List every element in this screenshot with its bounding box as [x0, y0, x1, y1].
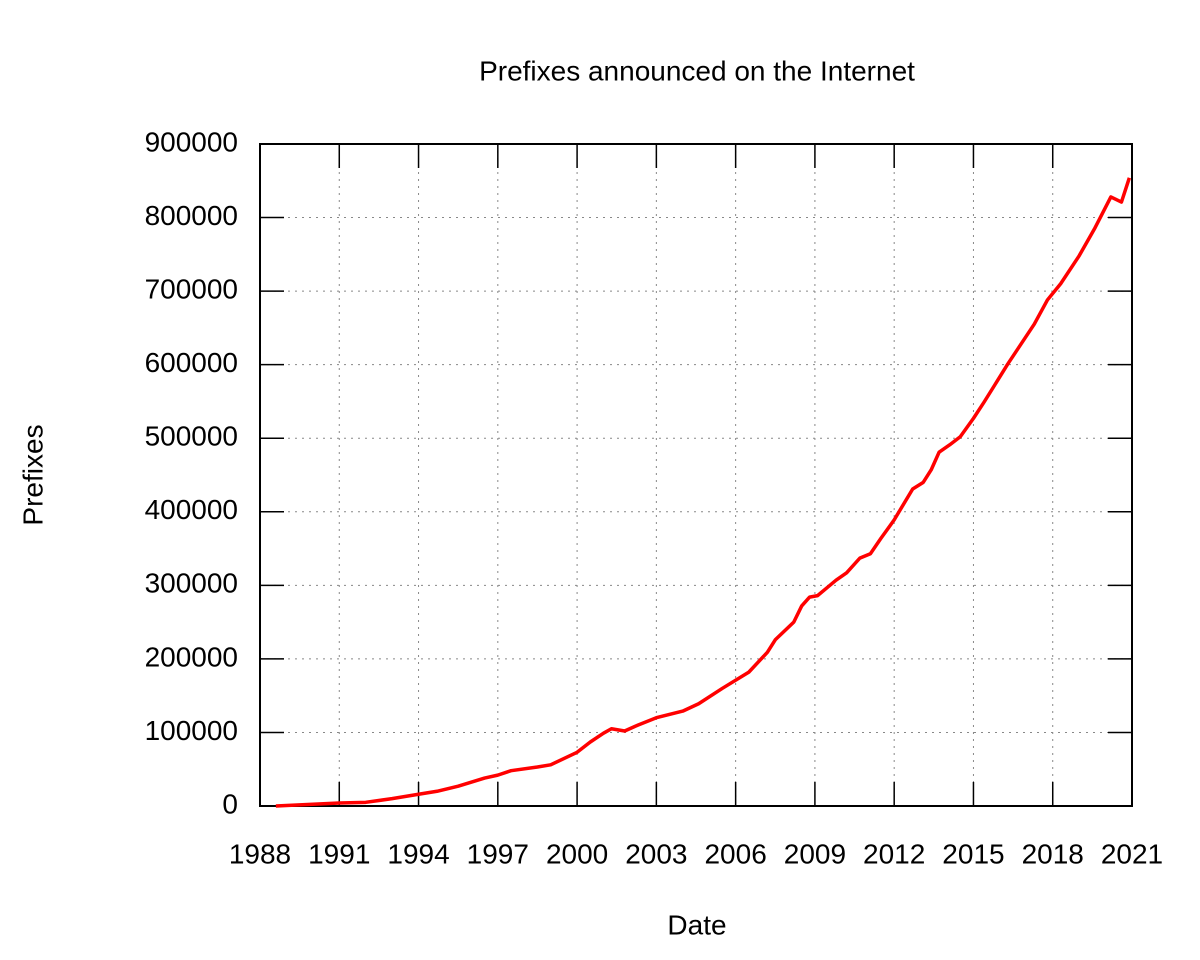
data-line	[275, 177, 1132, 808]
y-axis-label: Prefixes	[17, 424, 48, 525]
y-tick-label: 400000	[145, 494, 238, 525]
x-axis-label: Date	[667, 909, 726, 940]
x-tick-label: 1997	[467, 838, 529, 869]
y-tick-label: 100000	[145, 715, 238, 746]
y-tick-label: 0	[222, 788, 238, 819]
x-tick-label: 2003	[625, 838, 687, 869]
x-tick-label: 2015	[942, 838, 1004, 869]
x-tick-label: 2021	[1101, 838, 1163, 869]
chart-title: Prefixes announced on the Internet	[479, 55, 915, 86]
x-tick-label: 1994	[387, 838, 449, 869]
y-tick-label: 800000	[145, 200, 238, 231]
plot-frame	[259, 143, 1133, 807]
x-tick-label: 1988	[229, 838, 291, 869]
x-tick-label: 2006	[704, 838, 766, 869]
x-tick-label: 1991	[308, 838, 370, 869]
x-tick-label: 2018	[1022, 838, 1084, 869]
x-tick-label: 2009	[784, 838, 846, 869]
x-tick-label: 2000	[546, 838, 608, 869]
x-tick-label: 2012	[863, 838, 925, 869]
y-tick-label: 500000	[145, 421, 238, 452]
y-tick-label: 700000	[145, 274, 238, 305]
y-tick-label: 600000	[145, 347, 238, 378]
y-tick-label: 200000	[145, 641, 238, 672]
y-tick-label: 300000	[145, 568, 238, 599]
y-tick-label: 900000	[145, 126, 238, 157]
